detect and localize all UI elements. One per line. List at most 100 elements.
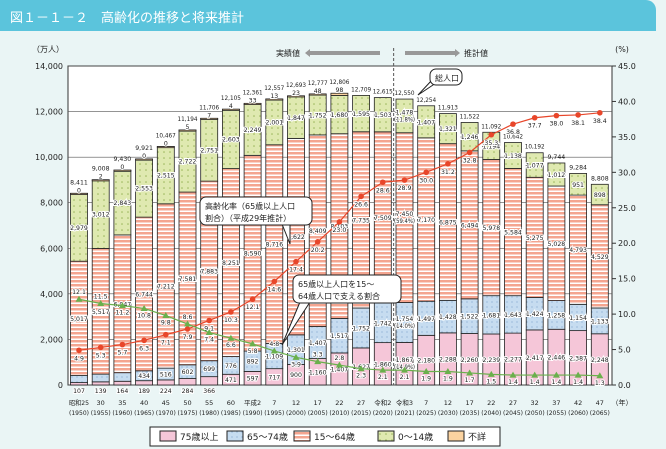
x-tick-era-label: 45 <box>162 399 170 407</box>
x-tick-era-label: 12 <box>444 399 452 407</box>
bar-value-label: 7,581 <box>179 276 197 283</box>
x-tick-year-label: (1975) <box>178 409 198 417</box>
support-ratio-point <box>335 361 343 368</box>
aging-rate-point <box>228 309 234 315</box>
support-ratio-label: 11.5 <box>94 293 108 300</box>
aging-rate-point <box>423 169 430 176</box>
bar-value-label: 8,409 <box>309 228 327 235</box>
bar-value-label: 7,170 <box>417 217 435 224</box>
x-tick-year-label: (2040) <box>481 409 501 417</box>
bar-value-label: 2,446 <box>548 355 566 362</box>
x-tick-era-label: 17 <box>314 399 322 407</box>
bar-segment-0～14歳 <box>352 95 371 133</box>
bar-value-label: 7,509 <box>374 215 392 222</box>
bar-segment-0～14歳 <box>417 105 436 139</box>
legend-swatch <box>293 430 311 442</box>
bar-value-label: 434 <box>138 373 150 380</box>
support-ratio-point <box>531 371 539 378</box>
bar-value-label: 1,321 <box>439 126 457 133</box>
bar-segment-不詳 <box>308 93 327 96</box>
y2-tick-label: 0.0 <box>618 381 631 390</box>
bar-value-label: 5,584 <box>504 230 522 237</box>
bar-value-label: 284 <box>182 388 194 395</box>
bar-value-label: 602 <box>182 369 194 376</box>
aging-rate-point <box>141 337 147 344</box>
y-tick-label: 0 <box>58 381 63 390</box>
bar-value-label: 2,603 <box>222 136 240 143</box>
bar-value-label: 1,497 <box>417 316 435 323</box>
bar-value-label: 776 <box>225 363 237 370</box>
aging-rate-point <box>97 344 104 351</box>
x-tick-year-label: (1980) <box>199 409 219 417</box>
bar-value-label: 7,450 <box>396 211 414 218</box>
total-label: 9,284 <box>569 164 587 171</box>
aging-callout-text: 割合）（平成29年推計） <box>205 213 291 223</box>
bar-value-label: 1,424 <box>526 311 544 318</box>
y2-axis-unit: (%) <box>615 45 629 54</box>
support-ratio-point <box>75 295 83 302</box>
bar-segment-不詳 <box>156 146 175 149</box>
bar-value-label: 6,744 <box>135 291 153 298</box>
y2-tick-label: 10.0 <box>618 310 636 319</box>
aging-rate-point <box>163 331 169 338</box>
bar-value-label: 1,643 <box>504 312 522 319</box>
bar-value-label: 1,522 <box>461 314 479 321</box>
bar-value-label: 2,248 <box>591 357 609 364</box>
support-ratio-point <box>574 371 582 378</box>
x-tick-year-label: (2025) <box>416 409 436 417</box>
aging-callout-box <box>199 196 313 226</box>
bar-segment-75歳以上 <box>200 376 219 386</box>
bar-value-label: 6,875 <box>439 220 457 227</box>
support-ratio-label: 2.8 <box>334 355 344 362</box>
total-label: 11,522 <box>460 113 480 120</box>
bar-segment-0～14歳 <box>590 183 609 206</box>
legend-swatch <box>226 430 244 442</box>
bar-value-label: 2,249 <box>244 127 262 134</box>
bar-segment-0～14歳 <box>504 142 522 169</box>
support-ratio-point <box>249 340 257 347</box>
total-label: 12,361 <box>243 89 263 96</box>
bar-segment-不詳 <box>330 92 349 96</box>
bar-value-label: 2,553 <box>135 186 153 193</box>
bar-value-label: 5,028 <box>548 241 566 248</box>
x-tick-year-label: (1985) <box>221 409 241 417</box>
bar-value-label: 1,154 <box>569 315 587 322</box>
y2-tick-label: 25.0 <box>618 204 636 213</box>
total-label: 11,706 <box>199 104 219 111</box>
share-annotation: (14.0%) <box>394 323 415 330</box>
bar-value-label: 1,301 <box>287 347 305 354</box>
aging-rate-point <box>466 149 473 156</box>
x-tick-year-label: (2020) <box>373 409 393 417</box>
support-ratio-label: 1.4 <box>530 379 540 386</box>
support-ratio-point <box>422 368 430 375</box>
support-ratio-label: 6.6 <box>226 342 236 349</box>
bar-value-label: 1,428 <box>439 314 457 321</box>
x-tick-year-label: (1995) <box>264 409 284 417</box>
x-tick-era-label: 12 <box>292 399 300 407</box>
title-bar: 図１－１－２ 高齢化の推移と将来推計 <box>0 0 656 31</box>
bar-value-label: 4,793 <box>569 247 587 254</box>
bar-value-label: 6,494 <box>461 222 479 229</box>
x-tick-year-label: (2005) <box>308 409 328 417</box>
y-tick-label: 2,000 <box>40 335 63 344</box>
legend-label: 75歳以上 <box>180 431 218 443</box>
bar-segment-75歳以上 <box>178 378 197 386</box>
total-label: 11,194 <box>178 116 198 123</box>
total-label: 9,008 <box>92 166 110 173</box>
bar-value-label: 1,258 <box>548 312 566 319</box>
bar-value-label: 1,407 <box>309 340 327 347</box>
bar-value-label: 4 <box>229 103 233 110</box>
x-tick-era-label: 55 <box>205 399 213 407</box>
x-tick-year-label: (2000) <box>286 409 306 417</box>
legend-swatch <box>159 430 177 442</box>
y2-tick-label: 35.0 <box>618 133 636 142</box>
aging-rate-label: 14.6 <box>267 287 281 294</box>
total-label: 12,709 <box>351 86 371 93</box>
bar-value-label: 2,843 <box>114 200 132 207</box>
x-tick-year-label: (1965) <box>134 409 154 417</box>
bar-value-label: 1,742 <box>374 320 392 327</box>
bar-value-label: 98 <box>335 87 343 94</box>
bar-value-label: 2 <box>99 174 103 181</box>
